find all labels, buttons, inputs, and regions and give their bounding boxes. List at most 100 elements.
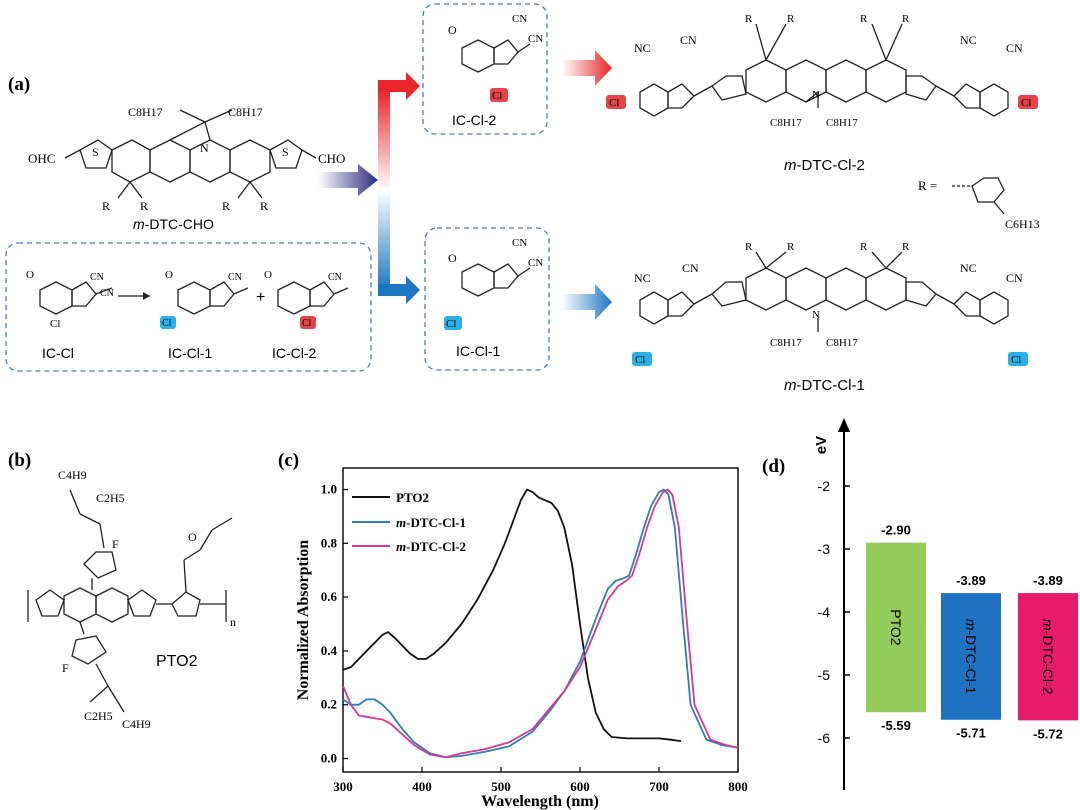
top-product-n: N — [812, 89, 820, 101]
panel-a: (a) OHC CHO N — [5, 3, 1040, 394]
bottom-product-n: N — [812, 309, 820, 321]
isomer-cn-3: CN — [228, 272, 242, 283]
bottom-product-r1: R — [745, 241, 753, 253]
top-branch — [378, 80, 408, 92]
pto2-sidechain-bottom-2: C4H9 — [122, 717, 151, 731]
bottom-product-arrow — [562, 284, 612, 320]
bottom-product-r4: R — [902, 241, 910, 253]
bottom-branch — [378, 284, 408, 296]
energy-axis-ticks: -2 -3 -4 -5 -6 — [818, 478, 850, 746]
bottom-product-r2: R — [787, 241, 795, 253]
product-top-structure: NC CN NC CN Cl Cl N R R R R C8H17 C8H17 … — [606, 13, 1038, 174]
x-tick-label: 800 — [728, 779, 748, 794]
y-tick-label: 0.6 — [321, 589, 338, 604]
x-tick-label: 300 — [333, 779, 353, 794]
pto2-f-top: F — [112, 537, 119, 551]
pto2-repeat-n: n — [230, 615, 236, 629]
top-product-cl-right: Cl — [1021, 97, 1031, 109]
reagent-bottom-cn-2: CN — [528, 257, 543, 269]
x-tick-label: 700 — [649, 779, 669, 794]
panel-b: (b) C4H9 C2H5 F — [8, 450, 236, 731]
cl-highlight-cyan — [160, 316, 176, 329]
bottom-product-cl-left-highlight — [632, 352, 652, 366]
isomer-cl-2: Cl — [302, 318, 312, 329]
top-product-cl-right-highlight — [1018, 95, 1038, 109]
pto2-sidechain-top-1: C4H9 — [58, 468, 87, 482]
energy-bar-name: m-DTC-Cl-2 — [1040, 619, 1056, 695]
r-definition: R = C6H13 — [918, 177, 1040, 231]
energy-tick-label: -2 — [818, 478, 831, 494]
top-product-name: m-DTC-Cl-2 — [784, 157, 865, 174]
isomer-label-1: IC-Cl-1 — [168, 345, 213, 361]
precursor-s-left: S — [92, 145, 99, 159]
reagent-bottom-cn-1: CN — [512, 237, 527, 249]
y-tick-label: 0.4 — [321, 643, 338, 658]
abs-series-line-2 — [342, 488, 739, 759]
bottom-product-name: m-DTC-Cl-1 — [784, 377, 865, 394]
precursor-r-1: R — [102, 199, 110, 213]
bottom-product-alkyl-2: C8H17 — [826, 337, 858, 349]
precursor-alkyl-1: C8H17 — [128, 105, 163, 119]
precursor-right-group: CHO — [318, 151, 345, 166]
bottom-product-cl-right: Cl — [1011, 354, 1021, 366]
energy-bar-2 — [1018, 593, 1078, 721]
pto2-label: PTO2 — [156, 653, 198, 670]
energy-bar-name: PTO2 — [888, 609, 904, 646]
bottom-product-alkyl-1: C8H17 — [770, 337, 802, 349]
y-tick-label: 0.8 — [321, 535, 338, 550]
r-definition-lhs: R = — [918, 178, 937, 193]
bottom-product-cl-right-highlight — [1008, 352, 1028, 366]
top-product-nc: NC — [634, 41, 651, 55]
precursor-n-label: N — [200, 141, 209, 155]
isomer-cn-4: CN — [328, 272, 342, 283]
top-product-arrow — [562, 50, 612, 86]
legend-label-pto2: PTO2 — [396, 490, 429, 505]
reagent-bottom-cl: Cl — [446, 318, 456, 330]
bottom-product-cn-right: CN — [1006, 271, 1023, 285]
top-product-r1: R — [745, 13, 753, 25]
isomer-cn-2: CN — [100, 288, 114, 299]
panel-a-label: (a) — [8, 74, 30, 95]
r-definition-substituent: C6H13 — [1005, 217, 1040, 231]
precursor-bonds — [64, 109, 317, 199]
bottom-branch-head — [406, 276, 420, 304]
panel-c: (c) 300 400 500 600 700 800 0.0 0.2 0.4 0.6 0.8 1.0… — [278, 450, 748, 810]
isomer-box: O CN CN Cl O CN Cl O CN Cl + IC-Cl IC-Cl… — [5, 242, 372, 372]
reagent-top-cn-2: CN — [528, 33, 543, 45]
energy-tick-label: -3 — [818, 541, 831, 557]
x-tick-label: 500 — [491, 779, 511, 794]
pto2-f-bottom: F — [62, 661, 69, 675]
split-stem — [378, 90, 390, 290]
top-product-r3: R — [860, 13, 868, 25]
pto2-o-label: O — [188, 530, 197, 544]
legend-label-cl1: m-DTC-Cl-1 — [396, 515, 466, 530]
top-branch-head — [406, 72, 420, 100]
isomer-label-2: IC-Cl-2 — [272, 345, 317, 361]
bottom-product-cn: CN — [682, 261, 699, 275]
isomer-plus: + — [256, 289, 265, 306]
precursor-structure: OHC CHO N S S C8H17 C8H17 R R R R m-DTC-… — [28, 105, 345, 232]
abs-x-axis-label: Wavelength (nm) — [481, 793, 599, 810]
y-tick-label: 1.0 — [321, 482, 337, 497]
panel-c-label: (c) — [278, 450, 299, 471]
top-product-alkyl-2: C8H17 — [826, 117, 858, 129]
precursor-r-4: R — [260, 199, 268, 213]
y-tick-label: 0.0 — [321, 751, 337, 766]
top-product-r2: R — [787, 13, 795, 25]
energy-homo-label: -5.59 — [881, 718, 911, 733]
product-bottom-structure: NC CN NC CN Cl Cl N R R R R C8H17 C8H17 … — [632, 241, 1028, 394]
panel-d: (d) eV -2 -3 -4 -5 -6 -2.90 -5.59 PTO2 -3.89 -5.… — [762, 418, 1078, 790]
precursor-name: m-DTC-CHO — [133, 216, 214, 232]
pto2-sidechain-bottom-1: C2H5 — [84, 709, 113, 723]
energy-homo-label: -5.71 — [956, 726, 986, 741]
x-tick-label: 600 — [570, 779, 590, 794]
isomer-o-1: O — [26, 269, 34, 281]
reagent-top-cn-1: CN — [512, 13, 527, 25]
reagent-top-cl-highlight — [490, 88, 508, 102]
abs-series — [342, 488, 739, 759]
isomer-cn-1: CN — [90, 272, 104, 283]
precursor-s-right: S — [282, 145, 289, 159]
abs-plot-frame — [342, 467, 739, 773]
energy-tick-label: -4 — [818, 604, 831, 620]
